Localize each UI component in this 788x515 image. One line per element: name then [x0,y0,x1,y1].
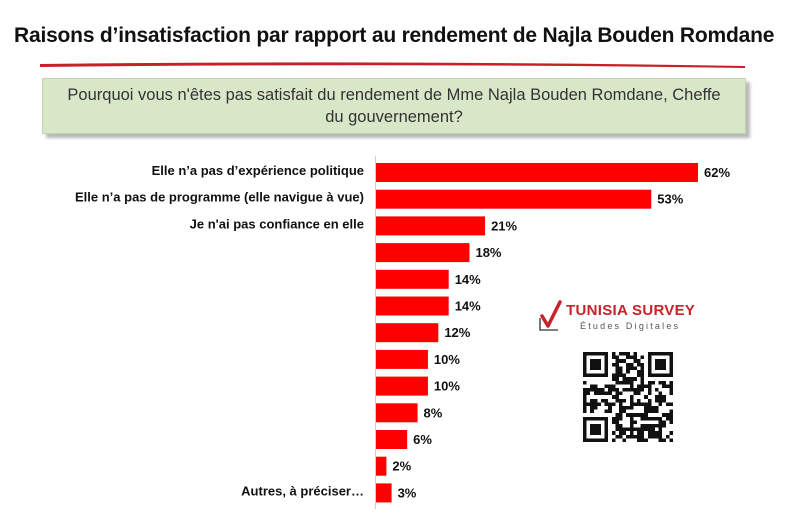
category-label-0: Elle n’a pas d’expérience politique [152,163,364,178]
bar-8 [376,376,428,396]
title-underline [40,62,745,68]
value-label-7: 10% [434,352,460,367]
value-label-3: 18% [475,245,501,260]
question-box: Pourquoi vous n'êtes pas satisfait du re… [42,78,746,134]
value-label-1: 53% [657,192,683,207]
value-label-0: 62% [704,165,730,180]
bar-2 [376,216,486,236]
bar-10 [376,430,408,449]
value-label-4: 14% [455,272,481,287]
logo-brand: TUNISIA SURVEY [566,302,696,319]
category-label-12: Autres, à préciser… [241,483,364,498]
bar-6 [376,323,439,343]
value-label-12: 3% [398,485,417,500]
tunisia-survey-logo: TUNISIA SURVEY Études Digitales [538,298,718,338]
bar-11 [376,456,387,476]
bar-9 [376,403,418,423]
bar-3 [376,243,470,263]
bar-1 [376,189,652,209]
bar-7 [376,349,428,369]
value-label-8: 10% [434,379,460,394]
category-label-2: Je n'ai pas confiance en elle [190,216,364,231]
logo-tagline: Études Digitales [580,321,681,331]
qr-code-icon [583,352,673,442]
value-label-10: 6% [413,432,432,447]
bar-5 [376,296,449,316]
bar-12 [376,483,392,503]
value-label-6: 12% [444,325,470,340]
checkmark-logo-icon [539,300,562,331]
value-label-5: 14% [455,299,481,314]
question-text: Pourquoi vous n'êtes pas satisfait du re… [67,86,721,126]
value-label-11: 2% [392,459,411,474]
value-label-2: 21% [491,218,517,233]
bar-4 [376,269,449,289]
value-label-9: 8% [424,405,443,420]
category-label-1: Elle n’a pas de programme (elle navigue … [75,190,364,205]
bar-0 [376,163,698,182]
chart-title: Raisons d’insatisfaction par rapport au … [14,24,775,47]
